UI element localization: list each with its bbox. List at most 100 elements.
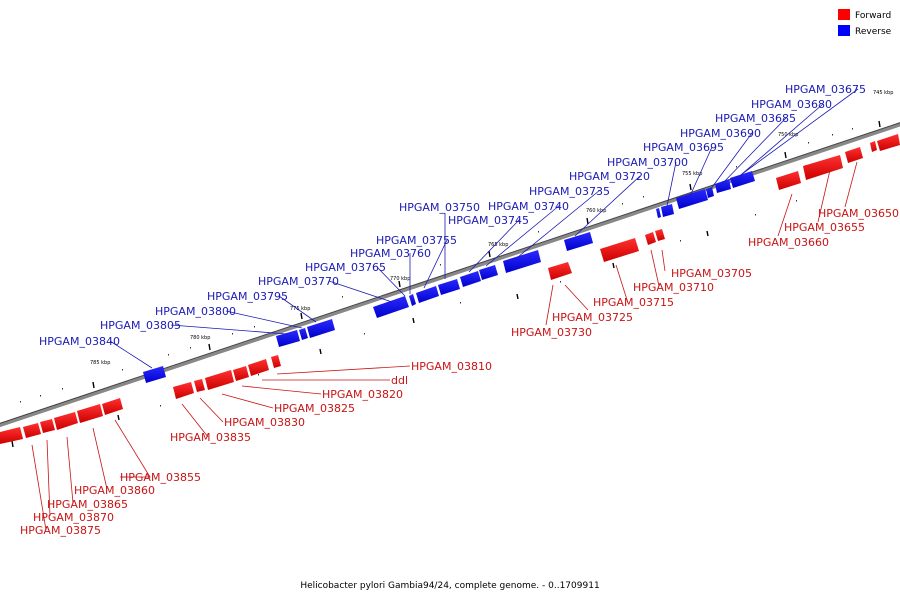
gene-arrow-reverse[interactable]	[460, 271, 481, 287]
legend: Forward Reverse	[838, 9, 892, 37]
gene-label[interactable]: HPGAM_03705	[671, 267, 752, 280]
scale-label: 785 kbp	[90, 360, 110, 366]
gene-arrow-forward[interactable]	[205, 370, 234, 390]
gene-label[interactable]: HPGAM_03835	[170, 431, 251, 444]
gene-label[interactable]: HPGAM_03800	[155, 305, 236, 318]
gene-label[interactable]: HPGAM_03680	[751, 98, 832, 111]
scale-tick	[92, 381, 95, 389]
gene-arrow-forward[interactable]	[0, 427, 23, 444]
gene-label[interactable]: HPGAM_03730	[511, 326, 592, 339]
gene-label[interactable]: HPGAM_03820	[322, 388, 403, 401]
gene-arrow-reverse[interactable]	[416, 286, 439, 303]
gene-arrow-reverse[interactable]	[656, 208, 661, 218]
gene-label[interactable]: HPGAM_03860	[74, 484, 155, 497]
gene-label[interactable]: HPGAM_03735	[529, 185, 610, 198]
scale-tick	[488, 250, 491, 258]
gene-arrow-forward[interactable]	[870, 141, 877, 152]
gene-arrow-reverse[interactable]	[276, 330, 300, 347]
gene-arrow-forward[interactable]	[655, 229, 665, 241]
gene-label[interactable]: HPGAM_03810	[411, 360, 492, 373]
gene-arrow-forward[interactable]	[548, 262, 572, 280]
gene-label[interactable]: ddl	[391, 374, 408, 387]
gene-arrow-forward[interactable]	[248, 359, 269, 376]
scale-tick	[412, 317, 415, 324]
gene-arrow-reverse[interactable]	[706, 187, 714, 198]
gene-label[interactable]: HPGAM_03710	[633, 281, 714, 294]
gene-label[interactable]: HPGAM_03700	[607, 156, 688, 169]
gene-label[interactable]: HPGAM_03865	[47, 498, 128, 511]
gene-label[interactable]: HPGAM_03870	[33, 511, 114, 524]
genome-backbone	[0, 122, 900, 428]
reverse-leader-lines	[109, 88, 859, 369]
scale-label: 775 kbp	[290, 306, 310, 312]
scale-tick	[11, 440, 14, 448]
gene-label[interactable]: HPGAM_03760	[350, 247, 431, 260]
gene-arrow-forward[interactable]	[877, 134, 900, 151]
gene-label[interactable]: HPGAM_03660	[748, 236, 829, 249]
gene-arrow-forward[interactable]	[233, 366, 249, 381]
scale-label: 750 kbp	[778, 132, 798, 138]
gene-label[interactable]: HPGAM_03745	[448, 214, 529, 227]
forward-gene-labels: HPGAM_03650 HPGAM_03655 HPGAM_03660 HPGA…	[20, 207, 899, 537]
scale-tick	[319, 348, 322, 355]
gene-label[interactable]: HPGAM_03750	[399, 201, 480, 214]
gene-label[interactable]: HPGAM_03770	[258, 275, 339, 288]
gene-arrow-reverse[interactable]	[661, 204, 674, 217]
scale-tick	[208, 343, 211, 351]
gene-arrow-reverse[interactable]	[307, 319, 335, 338]
gene-arrow-reverse[interactable]	[503, 250, 541, 273]
gene-arrow-forward[interactable]	[271, 355, 281, 368]
scale-tick	[689, 183, 692, 191]
gene-label[interactable]: HPGAM_03685	[715, 112, 796, 125]
gene-label[interactable]: HPGAM_03795	[207, 290, 288, 303]
scale-label: 765 kbp	[488, 242, 508, 248]
gene-arrow-forward[interactable]	[40, 419, 55, 433]
gene-arrow-reverse[interactable]	[730, 171, 755, 188]
gene-arrow-reverse[interactable]	[715, 179, 731, 193]
gene-arrow-forward[interactable]	[54, 412, 78, 430]
gene-arrow-forward[interactable]	[194, 379, 205, 392]
gene-arrow-forward[interactable]	[645, 232, 656, 245]
gene-label[interactable]: HPGAM_03765	[305, 261, 386, 274]
gene-arrow-reverse[interactable]	[564, 232, 593, 251]
gene-arrow-forward[interactable]	[77, 404, 103, 423]
scale-label: 745 kbp	[873, 90, 893, 96]
scale-label: 770 kbp	[390, 276, 410, 282]
gene-label[interactable]: HPGAM_03855	[120, 471, 201, 484]
scale-tick	[117, 414, 120, 421]
gene-label[interactable]: HPGAM_03875	[20, 524, 101, 537]
gene-label[interactable]: HPGAM_03840	[39, 335, 120, 348]
gene-arrow-forward[interactable]	[845, 147, 863, 163]
gene-arrow-forward[interactable]	[102, 398, 123, 415]
gene-arrow-reverse[interactable]	[299, 328, 308, 340]
gene-arrow-reverse[interactable]	[438, 279, 460, 295]
scale-tick	[878, 120, 881, 128]
gene-arrow-forward[interactable]	[23, 423, 41, 438]
gene-label[interactable]: HPGAM_03805	[100, 319, 181, 332]
gene-arrow-reverse[interactable]	[409, 294, 416, 306]
gene-arrow-reverse[interactable]	[479, 265, 498, 280]
gene-label[interactable]: HPGAM_03655	[784, 221, 865, 234]
scale-ticks	[11, 120, 881, 448]
gene-arrow-reverse[interactable]	[143, 366, 166, 383]
gene-arrow-reverse[interactable]	[373, 296, 409, 318]
gene-arrow-reverse[interactable]	[676, 189, 708, 209]
forward-gene-arrows	[0, 134, 900, 444]
gene-arrow-forward[interactable]	[803, 155, 843, 180]
gene-label[interactable]: HPGAM_03690	[680, 127, 761, 140]
gene-label[interactable]: HPGAM_03755	[376, 234, 457, 247]
gene-label[interactable]: HPGAM_03740	[488, 200, 569, 213]
gene-arrow-forward[interactable]	[600, 238, 639, 262]
gene-label[interactable]: HPGAM_03720	[569, 170, 650, 183]
gene-label[interactable]: HPGAM_03825	[274, 402, 355, 415]
gene-label[interactable]: HPGAM_03715	[593, 296, 674, 309]
gene-label[interactable]: HPGAM_03650	[818, 207, 899, 220]
gene-arrow-forward[interactable]	[173, 382, 194, 399]
scale-label: 755 kbp	[682, 171, 702, 177]
gene-arrow-forward[interactable]	[776, 171, 801, 190]
genome-caption: Helicobacter pylori Gambia94/24, complet…	[300, 581, 599, 591]
gene-label[interactable]: HPGAM_03695	[643, 141, 724, 154]
gene-label[interactable]: HPGAM_03675	[785, 83, 866, 96]
gene-label[interactable]: HPGAM_03830	[224, 416, 305, 429]
gene-label[interactable]: HPGAM_03725	[552, 311, 633, 324]
